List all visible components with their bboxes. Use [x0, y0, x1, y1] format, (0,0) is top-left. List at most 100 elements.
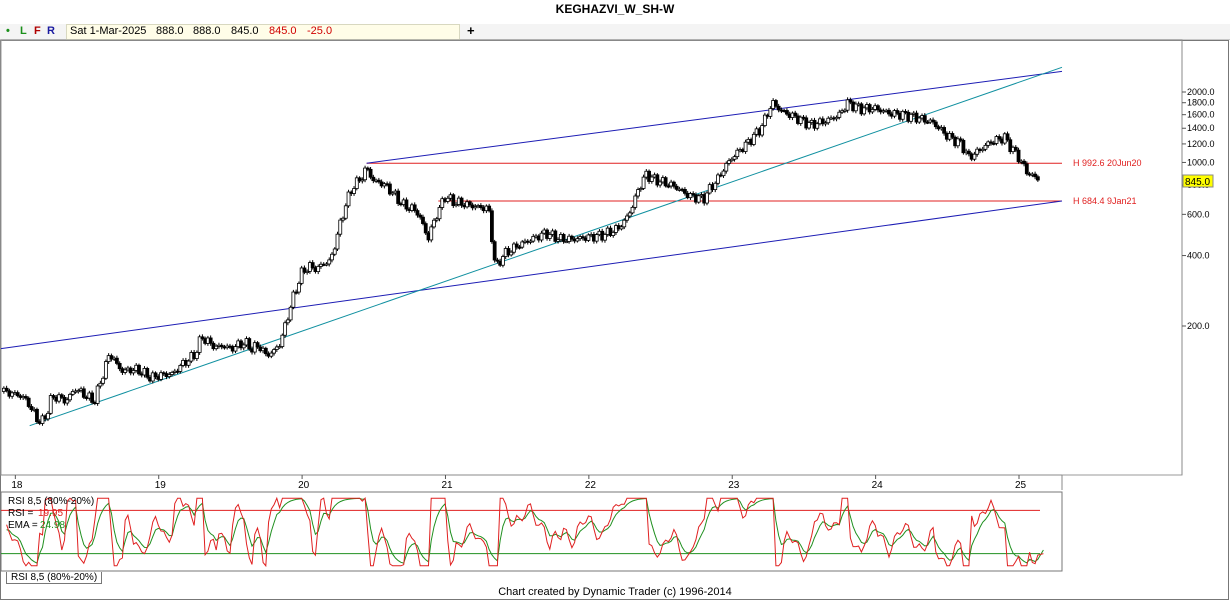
- candle-body: [440, 198, 445, 208]
- candle-body: [103, 361, 108, 379]
- candle-body: [658, 181, 662, 186]
- candle-body: [76, 390, 81, 393]
- candle-body: [10, 392, 15, 397]
- candle-body: [895, 110, 900, 114]
- candle-body: [837, 111, 842, 118]
- rsi-value: 19.95: [38, 508, 63, 519]
- r-button[interactable]: R: [47, 25, 55, 37]
- candle-body: [423, 223, 428, 234]
- candle-body: [735, 149, 740, 158]
- candle-body: [569, 235, 574, 240]
- last-price-tag: [1182, 174, 1214, 188]
- candle-body: [914, 112, 919, 123]
- ema-value: 24.98: [40, 520, 65, 531]
- candle-body: [131, 370, 136, 374]
- candle-body: [467, 201, 472, 206]
- candle-body: [743, 141, 748, 152]
- candle-body: [214, 345, 219, 350]
- candle-body: [663, 177, 668, 187]
- candle-body: [487, 205, 492, 212]
- candle-body: [751, 133, 756, 145]
- candle-body: [51, 395, 56, 398]
- level-label: H 684.4 9Jan21: [1073, 196, 1137, 206]
- candle-body: [338, 219, 343, 235]
- candle-body: [451, 194, 456, 206]
- trendline-line: [29, 66, 1063, 427]
- y-tick-label: 1800.0: [1187, 98, 1215, 108]
- candle-body: [520, 241, 525, 248]
- y-tick-label: 200.0: [1187, 321, 1210, 331]
- candle-body: [280, 334, 285, 347]
- candle-body: [509, 251, 514, 256]
- candle-body: [807, 122, 811, 129]
- candle-body: [580, 236, 585, 239]
- y-tick-label: 1000.0: [1187, 157, 1215, 167]
- rsi-title: RSI 8,5 (80%-20%): [8, 496, 94, 507]
- candle-body: [46, 412, 50, 420]
- price-panel-border: [0, 39, 1183, 476]
- candle-body: [564, 241, 569, 244]
- candle-body: [241, 344, 246, 349]
- candle-body: [967, 150, 971, 155]
- candle-body: [65, 399, 70, 404]
- candle-body: [29, 406, 34, 411]
- x-tick-label: 18: [11, 480, 23, 491]
- candle-body: [109, 355, 114, 360]
- rsi-line: [6, 496, 1044, 568]
- candle-body: [845, 99, 850, 111]
- candle-body: [352, 188, 356, 194]
- candle-body: [633, 195, 638, 208]
- candle-body: [415, 210, 420, 216]
- candle-body: [848, 99, 853, 103]
- candle-body: [277, 346, 282, 349]
- y-tick-label: 1400.0: [1187, 123, 1215, 133]
- status-dot-icon[interactable]: •: [6, 25, 10, 37]
- candle-body: [285, 319, 290, 324]
- candle-body: [997, 136, 1002, 140]
- candle-body: [674, 185, 679, 190]
- candle-body: [630, 206, 635, 214]
- candle-body: [371, 176, 376, 182]
- add-plus-icon[interactable]: +: [467, 23, 475, 38]
- candle-body: [40, 415, 45, 424]
- upper-channel-line: [366, 70, 1063, 164]
- candle-body: [622, 219, 627, 228]
- candle-body: [437, 207, 442, 220]
- candle-body: [553, 230, 558, 242]
- candle-body: [975, 148, 980, 155]
- bar-close: 845.0: [269, 25, 297, 37]
- candle-body: [517, 246, 522, 249]
- candle-body: [404, 199, 409, 210]
- candle-body: [721, 170, 726, 177]
- y-tick-label: 2000.0: [1187, 87, 1215, 97]
- candle-body: [283, 322, 288, 336]
- candle-body: [713, 182, 718, 191]
- ema-label: EMA =: [8, 520, 38, 531]
- candle-body: [429, 226, 434, 241]
- y-tick-label: 1600.0: [1187, 110, 1215, 120]
- candle-body: [683, 189, 687, 194]
- candle-body: [655, 174, 660, 186]
- f-button[interactable]: F: [34, 25, 41, 37]
- l-button[interactable]: L: [20, 25, 27, 37]
- candle-body: [627, 212, 632, 217]
- candle-body: [729, 158, 734, 162]
- candle-body: [26, 397, 31, 407]
- tab-rsi[interactable]: RSI 8,5 (80%-20%): [6, 572, 102, 584]
- candle-body: [330, 253, 334, 261]
- candle-body: [586, 234, 591, 241]
- candle-body: [691, 193, 696, 196]
- candle-body: [514, 243, 519, 248]
- candle-body: [528, 240, 533, 243]
- candle-body: [547, 234, 552, 239]
- candle-body: [641, 176, 646, 189]
- candle-body: [95, 385, 100, 404]
- candle-body: [390, 192, 395, 195]
- candle-body: [332, 248, 337, 255]
- candle-body: [68, 393, 72, 401]
- candle-body: [324, 263, 329, 266]
- candle-body: [705, 192, 709, 204]
- y-tick-label: 1200.0: [1187, 139, 1215, 149]
- y-tick-label: 600.0: [1187, 209, 1210, 219]
